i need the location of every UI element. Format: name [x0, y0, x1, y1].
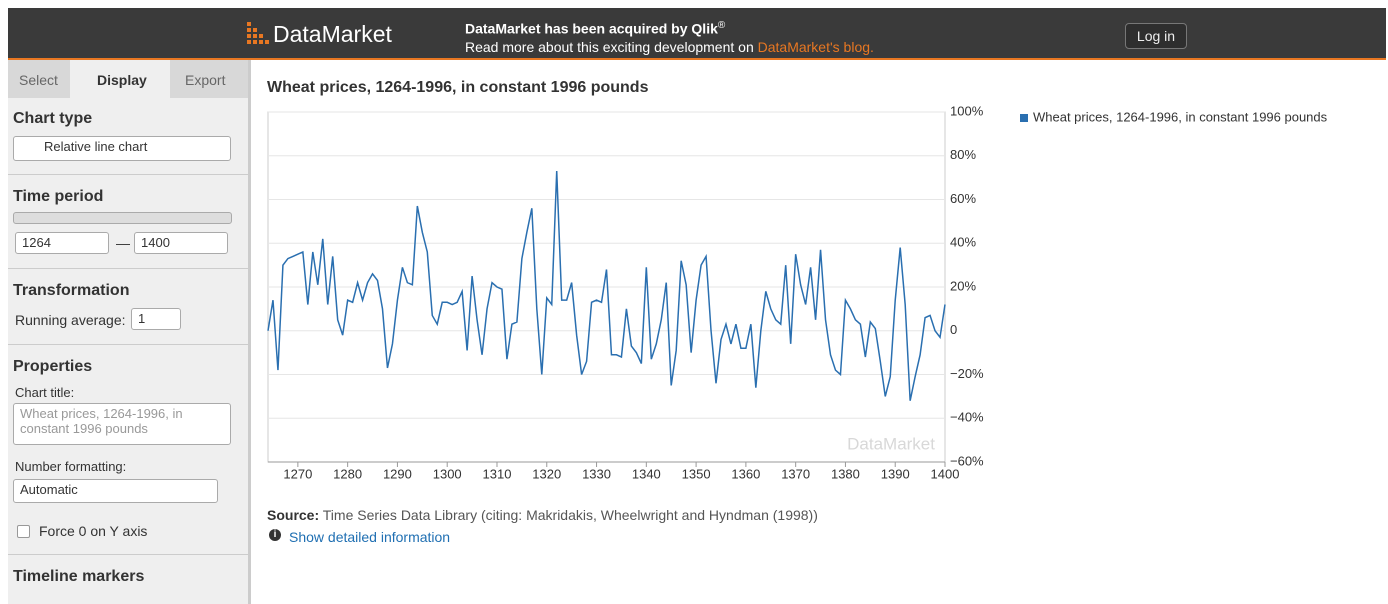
legend-swatch — [1020, 114, 1028, 122]
x-tick-label: 1400 — [931, 466, 960, 481]
logo-icon — [247, 22, 269, 44]
number-format-select[interactable]: Automatic — [13, 479, 218, 503]
tab[interactable]: Display — [97, 72, 147, 88]
y-tick-label: 40% — [950, 235, 976, 250]
x-tick-label: 1380 — [831, 466, 860, 481]
section-heading: Time period — [13, 188, 104, 205]
legend-label: Wheat prices, 1264-1996, in constant 199… — [1033, 109, 1328, 124]
logo-text[interactable]: DataMarket — [273, 21, 392, 47]
y-tick-label: 100% — [950, 103, 984, 118]
from-input[interactable]: 1264 — [15, 232, 109, 254]
blog-link[interactable]: DataMarket's blog. — [757, 39, 874, 55]
x-tick-label: 1360 — [731, 466, 760, 481]
details-link[interactable]: Show detailed information — [289, 529, 451, 545]
y-tick-label: 0 — [950, 322, 957, 337]
y-tick-label: 20% — [950, 278, 976, 293]
x-tick-label: 1320 — [532, 466, 561, 481]
chart-type-select[interactable]: Relative line chart — [13, 136, 231, 161]
separator — [8, 174, 248, 175]
accent-line — [8, 58, 1386, 60]
checkbox[interactable] — [17, 525, 30, 538]
watermark: DataMarket — [847, 434, 935, 453]
x-tick-label: 1290 — [383, 466, 412, 481]
running-average-input[interactable]: 1 — [131, 308, 181, 330]
field-label: Chart title: — [15, 385, 75, 400]
separator — [8, 268, 248, 269]
source-text: Time Series Data Library (citing: Makrid… — [322, 507, 818, 523]
source: Source: Time Series Data Library (citing… — [267, 507, 818, 523]
range-separator: — — [116, 235, 130, 251]
x-tick-label: 1270 — [283, 466, 312, 481]
time-slider[interactable] — [13, 212, 232, 224]
source-label: Source: — [267, 507, 320, 523]
news-title-text: DataMarket has been acquired by Qlik — [465, 20, 718, 37]
x-tick-label: 1280 — [333, 466, 362, 481]
data-line — [267, 171, 946, 401]
section-heading: Transformation — [13, 282, 130, 299]
tab-active-bg — [70, 60, 170, 98]
x-tick-label: 1340 — [632, 466, 661, 481]
checkbox-label[interactable]: Force 0 on Y axis — [39, 523, 148, 539]
x-tick-label: 1310 — [483, 466, 512, 481]
field-label: Running average: — [15, 312, 126, 328]
section-heading: Properties — [13, 358, 93, 375]
to-input[interactable]: 1400 — [134, 232, 228, 254]
tab[interactable]: Select — [19, 72, 58, 88]
x-tick-label: 1300 — [433, 466, 462, 481]
section-heading: Chart type — [13, 110, 93, 127]
news-body: Read more about this exciting developmen… — [465, 39, 758, 55]
x-tick-label: 1330 — [582, 466, 611, 481]
separator — [8, 554, 248, 555]
info-icon: i — [269, 529, 281, 541]
x-tick-label: 1390 — [881, 466, 910, 481]
x-tick-label: 1350 — [682, 466, 711, 481]
registered-mark: ® — [717, 20, 726, 31]
tab[interactable]: Export — [185, 72, 226, 88]
y-tick-label: −60% — [950, 453, 984, 468]
login-button[interactable]: Log in — [1125, 23, 1187, 49]
y-tick-label: 60% — [950, 191, 976, 206]
y-tick-label: −20% — [950, 366, 984, 381]
chart-title: Wheat prices, 1264-1996, in constant 199… — [267, 79, 649, 96]
separator — [8, 344, 248, 345]
field-label: Number formatting: — [15, 459, 127, 474]
y-tick-label: 80% — [950, 147, 976, 162]
chart-title-input[interactable]: Wheat prices, 1264-1996, in constant 199… — [13, 403, 231, 445]
section-heading: Timeline markers — [13, 568, 145, 585]
news-text: Read more about this exciting developmen… — [465, 39, 874, 55]
y-tick-label: −40% — [950, 410, 984, 425]
news-title: DataMarket has been acquired by Qlik® — [465, 20, 725, 37]
x-tick-label: 1370 — [781, 466, 810, 481]
